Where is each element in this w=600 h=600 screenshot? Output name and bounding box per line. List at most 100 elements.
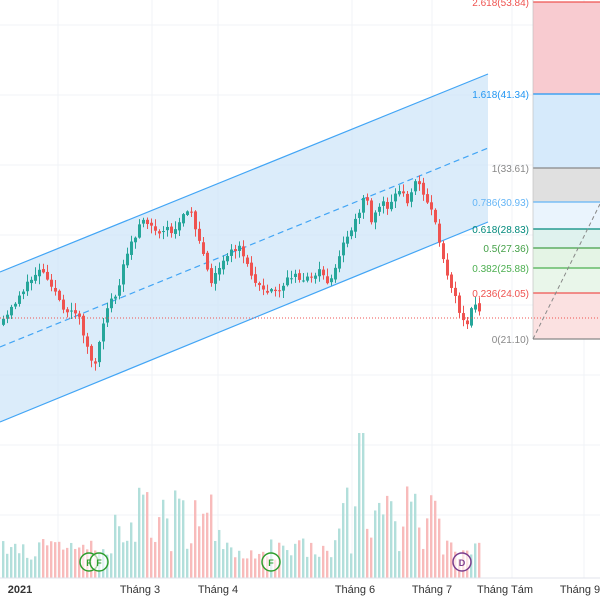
candle-body xyxy=(302,280,305,282)
candle-body xyxy=(254,274,257,283)
candle-body xyxy=(466,320,469,325)
volume-bar xyxy=(210,494,213,578)
candle-body xyxy=(322,269,325,276)
marker-circle xyxy=(452,552,472,572)
volume-bar xyxy=(430,495,433,578)
candle-body xyxy=(266,290,269,293)
volume-bar xyxy=(118,526,121,578)
volume-bar xyxy=(122,542,125,578)
volume-bar xyxy=(394,521,397,578)
volume-bar xyxy=(450,542,453,578)
candle-body xyxy=(170,226,173,234)
fib-level-label: 0.236(24.05) xyxy=(472,289,529,300)
candle-body xyxy=(50,279,53,287)
volume-bar xyxy=(282,545,285,578)
event-marker-f[interactable]: F xyxy=(89,552,109,572)
candle-body xyxy=(338,256,341,269)
volume-bar xyxy=(242,558,245,578)
fib-zone xyxy=(533,268,600,293)
candle-body xyxy=(118,285,121,296)
volume-bar xyxy=(134,541,137,578)
volume-bar xyxy=(218,529,221,578)
volume-bar xyxy=(66,547,69,578)
axis-label: 2021 xyxy=(8,584,32,596)
candle-body xyxy=(58,290,61,301)
volume-bar xyxy=(214,540,217,578)
fib-level-label: 1(33.61) xyxy=(492,164,529,175)
fibonacci-levels[interactable]: 2.618(53.84) 1.618(41.34) 1(33.61) 0.786(30… xyxy=(472,0,600,346)
volume-bar xyxy=(326,550,329,578)
candle-body xyxy=(174,229,177,234)
candle-body xyxy=(162,231,165,233)
volume-bar xyxy=(426,518,429,578)
candle-body xyxy=(258,283,261,286)
candle-body xyxy=(94,361,97,364)
volume-bar xyxy=(386,495,389,578)
candle-body xyxy=(10,306,13,316)
candle-body xyxy=(126,253,129,266)
candle-body xyxy=(250,262,253,276)
fib-level-label: 0(21.10) xyxy=(492,335,529,346)
candle-body xyxy=(326,276,329,284)
candle-body xyxy=(102,323,105,342)
volume-bar xyxy=(478,542,481,578)
volume-bar xyxy=(346,487,349,578)
volume-bar xyxy=(258,553,261,578)
candle-body xyxy=(450,274,453,288)
volume-bar xyxy=(150,537,153,578)
volume-bar xyxy=(42,539,45,578)
candle-body xyxy=(374,212,377,223)
marker-circle xyxy=(261,552,281,572)
candle-body xyxy=(182,214,185,224)
volume-bar xyxy=(222,549,225,578)
candle-body xyxy=(230,249,233,256)
volume-bar xyxy=(190,543,193,578)
candle-body xyxy=(394,193,397,202)
volume-bar xyxy=(10,547,13,578)
marker-circle xyxy=(89,552,109,572)
candle-body xyxy=(246,257,249,264)
volume-bar xyxy=(354,506,357,578)
candle-body xyxy=(198,228,201,241)
candle-body xyxy=(306,276,309,281)
candle-body xyxy=(262,285,265,290)
candle-body xyxy=(318,269,321,277)
volume-bar xyxy=(230,547,233,578)
candle-body xyxy=(294,273,297,277)
candle-body xyxy=(54,287,57,292)
candle-body xyxy=(462,313,465,321)
volume-bar xyxy=(166,518,169,578)
candle-body xyxy=(106,308,109,323)
volume-bar xyxy=(366,528,369,578)
volume-bar xyxy=(302,538,305,578)
volume-bar xyxy=(34,556,37,578)
volume-bar xyxy=(238,550,241,578)
candle-body xyxy=(166,226,169,231)
volume-bar xyxy=(342,503,345,578)
candle-body xyxy=(454,287,457,296)
candle-body xyxy=(42,269,45,273)
candle-body xyxy=(110,298,113,309)
candle-body xyxy=(274,289,277,292)
candle-body xyxy=(442,243,445,260)
volume-bar xyxy=(290,555,293,578)
candle-body xyxy=(214,273,217,284)
candle-body xyxy=(426,194,429,203)
event-marker-f[interactable]: F xyxy=(261,552,281,572)
candle-body xyxy=(470,308,473,326)
candle-body xyxy=(66,309,69,313)
candle-body xyxy=(18,295,21,304)
volume-bar xyxy=(22,544,25,578)
event-marker-d[interactable]: D xyxy=(452,552,472,572)
volume-bar xyxy=(418,527,421,578)
axis-label: Tháng 9 xyxy=(560,584,600,596)
candle-body xyxy=(130,241,133,255)
candle-body xyxy=(430,202,433,210)
candle-body xyxy=(378,206,381,212)
volume-bar xyxy=(318,556,321,578)
volume-bar xyxy=(58,541,61,578)
volume-bar xyxy=(254,558,257,578)
candle-body xyxy=(34,274,37,281)
